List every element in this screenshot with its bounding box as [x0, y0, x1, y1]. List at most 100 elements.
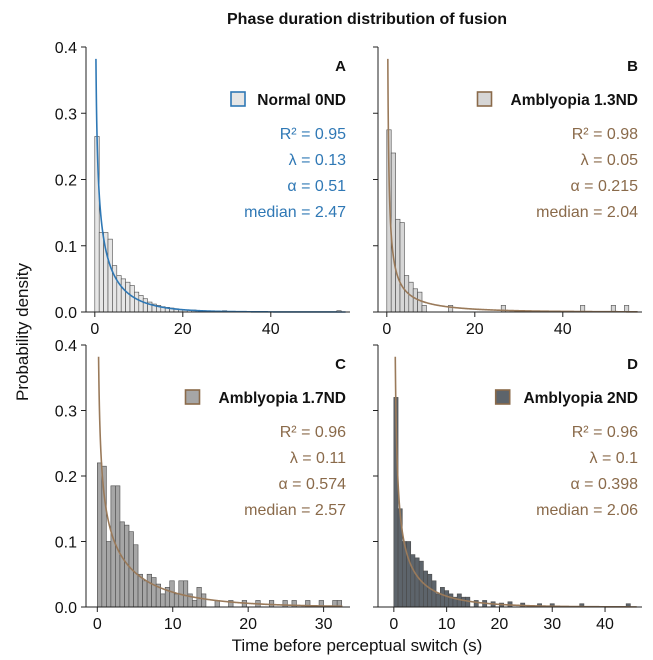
fit-stat: median = 2.47	[244, 204, 346, 221]
histogram-bar	[173, 593, 180, 608]
panels: 0.0 0.1 0.2 0.3 0.4 0 20 40 A Normal 0ND R² = 0.95…	[55, 40, 642, 633]
histogram-bar	[120, 278, 126, 313]
fit-stat: λ = 0.11	[290, 450, 346, 467]
fit-stat: λ = 0.05	[581, 152, 638, 169]
legend-label: Normal 0ND	[257, 92, 346, 109]
histogram-bar	[169, 580, 175, 608]
x-tick-label: 20	[466, 321, 484, 338]
x-tick-label: 40	[262, 321, 280, 338]
histogram-bar	[97, 462, 103, 608]
x-tick-label: 30	[543, 616, 561, 633]
histogram-bar	[134, 291, 140, 313]
panel-letter: C	[335, 356, 346, 373]
y-tick-label: 0.2	[55, 469, 77, 486]
panel-a: 0.0 0.1 0.2 0.3 0.4 0 20 40 A Normal 0ND R² = 0.95…	[55, 40, 350, 338]
panel-letter: B	[627, 58, 638, 75]
fit-stat: median = 2.57	[244, 502, 346, 519]
histogram-bar	[417, 291, 423, 313]
fit-stat: R² = 0.96	[280, 424, 346, 441]
histogram-bar	[427, 573, 433, 608]
fit-stat: R² = 0.96	[572, 424, 638, 441]
y-tick-label: 0.0	[55, 305, 77, 322]
histogram-bar	[160, 593, 166, 608]
histogram-bar	[107, 238, 113, 313]
fit-stat: α = 0.398	[570, 476, 638, 493]
y-tick-label: 0.1	[55, 239, 77, 256]
fit-stat: α = 0.51	[287, 178, 346, 195]
histogram-bar	[395, 218, 401, 313]
histogram-bar	[282, 600, 288, 608]
fit-stat: median = 2.06	[536, 502, 638, 519]
panel-c: 0.0 0.1 0.2 0.3 0.4 0 10 20 30 C Amblyopia 1.7ND R²…	[55, 338, 350, 633]
histogram-bar	[138, 295, 144, 313]
histogram-bar	[137, 573, 143, 608]
x-tick-label: 40	[554, 321, 572, 338]
histogram-bar	[151, 577, 157, 608]
shared-x-axis-label: Time before perceptual switch (s)	[232, 636, 483, 655]
histogram-bar	[129, 285, 135, 313]
histogram-bar	[201, 593, 207, 608]
y-tick-label: 0.1	[55, 535, 77, 552]
shared-y-axis-label: Probability density	[13, 263, 32, 401]
x-tick-label: 20	[491, 616, 509, 633]
histogram-bar	[431, 580, 437, 608]
panel-letter: D	[627, 356, 638, 373]
legend-swatch	[476, 91, 493, 107]
histogram-bar	[418, 560, 424, 608]
fit-stat: λ = 0.1	[590, 450, 639, 467]
legend-label: Amblyopia 2ND	[523, 390, 638, 407]
histogram-bar	[412, 288, 418, 313]
fit-stat: α = 0.574	[278, 476, 346, 493]
histogram-bar	[406, 541, 412, 608]
x-tick-label: 30	[315, 616, 333, 633]
legend-label: Amblyopia 1.7ND	[219, 390, 346, 407]
legend-label: Amblyopia 1.3ND	[511, 92, 638, 109]
y-tick-label: 0.0	[55, 600, 77, 617]
histogram-bar	[444, 590, 450, 608]
histogram-bar	[183, 580, 189, 608]
histogram-bar	[142, 580, 148, 608]
fit-stat: median = 2.04	[536, 204, 638, 221]
x-tick-label: 40	[596, 616, 614, 633]
x-tick-label: 10	[164, 616, 182, 633]
y-tick-label: 0.3	[55, 106, 77, 123]
x-tick-label: 20	[174, 321, 192, 338]
histogram-bar	[435, 593, 441, 608]
histogram-bar	[421, 305, 427, 313]
legend-swatch	[184, 389, 201, 405]
x-tick-label: 20	[239, 616, 257, 633]
fit-stat: λ = 0.13	[289, 152, 346, 169]
x-tick-label: 10	[438, 616, 456, 633]
legend-swatch	[494, 389, 511, 405]
y-tick-label: 0.2	[55, 173, 77, 190]
x-tick-label: 0	[90, 321, 99, 338]
histogram-bar	[110, 485, 116, 608]
legend-swatch	[230, 91, 246, 107]
panel-d: 0 10 20 30 40 D Amblyopia 2ND R² = 0.96 λ = 0.1 α…	[373, 344, 642, 633]
y-tick-label: 0.4	[55, 40, 77, 57]
histogram-bar	[439, 587, 445, 608]
fit-stat: α = 0.215	[570, 178, 638, 195]
histogram-bar	[410, 554, 416, 608]
fit-stat: R² = 0.95	[280, 126, 346, 143]
histogram-bar	[98, 232, 104, 313]
y-tick-label: 0.3	[55, 404, 77, 421]
histogram-bar	[461, 596, 466, 608]
histogram-bar	[448, 593, 454, 608]
x-tick-label: 0	[93, 616, 102, 633]
panel-letter: A	[335, 58, 346, 75]
histogram-bar	[399, 222, 405, 313]
figure-title: Phase duration distribution of fusion	[227, 11, 507, 28]
fit-stat: R² = 0.98	[572, 126, 638, 143]
histogram-bar	[142, 298, 148, 313]
histogram-bar	[414, 557, 420, 608]
x-tick-label: 0	[382, 321, 391, 338]
x-tick-label: 0	[389, 616, 398, 633]
histogram-bar	[146, 573, 152, 608]
histogram-bar	[106, 541, 112, 608]
histogram-bar	[119, 521, 125, 608]
histogram-bar	[423, 570, 428, 608]
histogram-bar	[133, 544, 139, 608]
panel-b: 0 20 40 B Amblyopia 1.3ND R² = 0.98 λ = 0.05 α …	[373, 46, 642, 338]
